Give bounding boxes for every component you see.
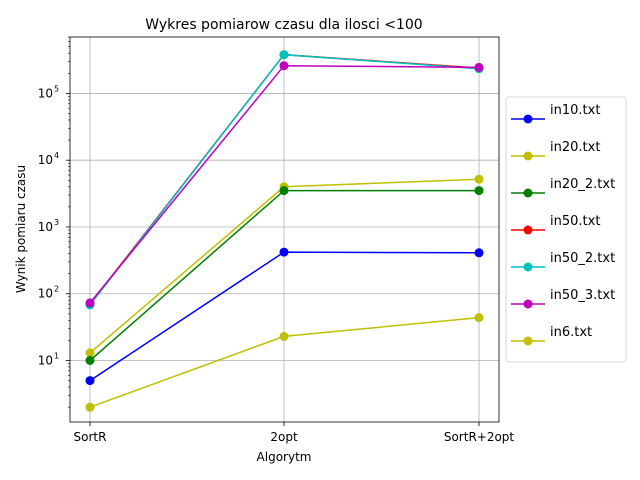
data-point [279, 61, 289, 71]
data-point [279, 331, 289, 341]
y-tick-exponent: 1 [54, 352, 59, 361]
legend-label: in50_3.txt [550, 288, 615, 303]
y-tick-exponent: 2 [54, 285, 59, 294]
y-tick-label: 10 [38, 287, 53, 301]
legend-marker [523, 225, 533, 235]
legend-label: in20.txt [550, 140, 600, 155]
legend-marker [523, 151, 533, 161]
legend-label: in20_2.txt [550, 177, 615, 192]
legend-box [505, 96, 627, 363]
data-point [279, 50, 289, 60]
y-tick-exponent: 5 [54, 84, 59, 93]
y-tick-label: 10 [38, 153, 53, 167]
y-tick-label: 10 [38, 220, 53, 234]
y-tick-exponent: 3 [54, 218, 59, 227]
data-point [474, 248, 484, 258]
y-axis-label: Wynik pomiaru czasu [14, 165, 28, 293]
grid [70, 37, 499, 422]
data-point [474, 186, 484, 196]
legend-label: in50.txt [550, 214, 600, 229]
data-point [85, 356, 95, 365]
legend-marker [523, 299, 533, 309]
series-line [89, 316, 480, 408]
legend: in10.txt in20.txt in20_2.txt in50.txt in50_2… [505, 96, 627, 363]
series-line [89, 251, 480, 382]
x-tick-label: 2opt [270, 430, 298, 444]
y-tick-label: 10 [38, 86, 53, 100]
data-point [279, 247, 289, 257]
x-axis-label: Algorytm [257, 450, 312, 464]
data-point [279, 186, 289, 196]
legend-marker [523, 114, 533, 124]
data-point [85, 348, 95, 358]
x-tick-label: SortR [74, 430, 107, 444]
series-line [89, 178, 480, 354]
legend-marker [523, 336, 533, 346]
y-tick-label: 10 [38, 354, 53, 368]
series-line [89, 53, 480, 306]
legend-label: in10.txt [550, 103, 600, 118]
data-point [474, 174, 484, 184]
y-tick-exponent: 4 [54, 151, 59, 160]
data-point [474, 313, 484, 323]
series-line [89, 53, 480, 305]
x-axis-ticks: SortR 2opt SortR+2opt [74, 422, 515, 444]
series-lines [85, 50, 484, 412]
chart-title: Wykres pomiarow czasu dla ilosci <100 [145, 17, 422, 33]
legend-marker [523, 262, 533, 272]
data-point [85, 298, 95, 308]
legend-marker [523, 188, 533, 198]
legend-label: in50_2.txt [550, 251, 615, 266]
data-point [85, 402, 95, 412]
data-point [85, 376, 95, 386]
data-point [474, 62, 484, 72]
plot-frame [69, 36, 500, 423]
legend-label: in6.txt [550, 325, 592, 340]
x-tick-label: SortR+2opt [444, 430, 515, 444]
